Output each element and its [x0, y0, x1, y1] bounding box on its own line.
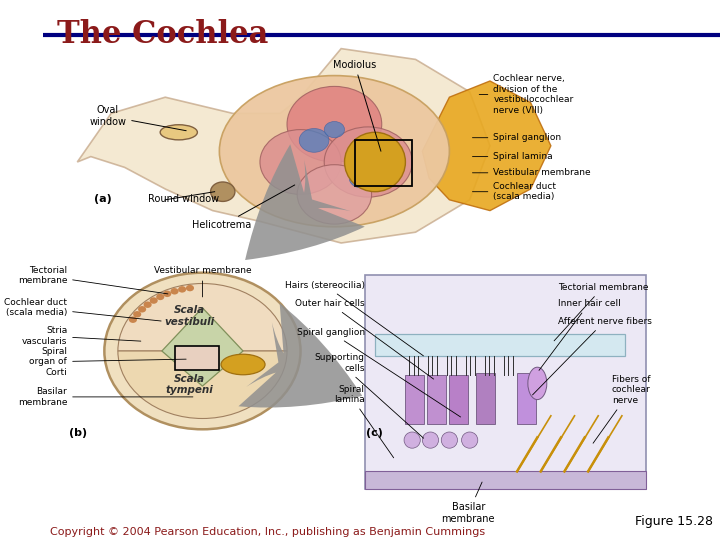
Text: The Cochlea: The Cochlea — [57, 19, 269, 50]
Circle shape — [300, 129, 329, 152]
Text: (b): (b) — [69, 428, 87, 438]
Circle shape — [178, 286, 186, 293]
Text: Round window: Round window — [148, 194, 220, 205]
Ellipse shape — [404, 432, 420, 448]
Text: Copyright © 2004 Pearson Education, Inc., publishing as Benjamin Cummings: Copyright © 2004 Pearson Education, Inc.… — [50, 527, 485, 537]
Ellipse shape — [528, 367, 546, 400]
Text: Cochlear duct
(scala media): Cochlear duct (scala media) — [4, 298, 161, 321]
Ellipse shape — [423, 432, 438, 448]
Bar — [365, 275, 646, 489]
Circle shape — [287, 86, 382, 162]
Bar — [477, 373, 495, 424]
Text: (a): (a) — [94, 194, 112, 205]
Text: Basilar
membrane: Basilar membrane — [18, 387, 193, 407]
Text: Helicotrema: Helicotrema — [192, 185, 294, 231]
Text: Modiolus: Modiolus — [333, 59, 381, 151]
Circle shape — [143, 301, 152, 308]
Text: Outer hair cells: Outer hair cells — [295, 299, 433, 379]
Text: Hairs (stereocilia): Hairs (stereocilia) — [285, 281, 423, 356]
Text: Scala
tympeni: Scala tympeni — [165, 374, 213, 395]
Text: Vestibular membrane: Vestibular membrane — [472, 168, 591, 177]
Circle shape — [349, 168, 374, 188]
Bar — [405, 375, 424, 424]
Text: Inner hair cell: Inner hair cell — [539, 299, 621, 370]
Polygon shape — [423, 81, 551, 211]
Text: Afferent nerve fibers: Afferent nerve fibers — [533, 317, 652, 395]
Bar — [517, 373, 536, 424]
Circle shape — [150, 298, 158, 304]
Text: Spiral lamina: Spiral lamina — [472, 152, 553, 161]
Text: Spiral
lamina: Spiral lamina — [334, 384, 394, 458]
Circle shape — [297, 165, 372, 224]
Circle shape — [133, 311, 141, 318]
Polygon shape — [77, 49, 490, 243]
Circle shape — [260, 130, 341, 194]
Bar — [449, 375, 468, 424]
Text: (c): (c) — [366, 428, 383, 438]
Ellipse shape — [345, 132, 405, 192]
Wedge shape — [118, 351, 287, 418]
Bar — [427, 375, 446, 424]
Text: Figure 15.28: Figure 15.28 — [635, 515, 714, 528]
Circle shape — [104, 273, 300, 429]
Text: Fibers of
cochlear
nerve: Fibers of cochlear nerve — [593, 375, 650, 443]
Ellipse shape — [441, 432, 457, 448]
Text: Tectorial
membrane: Tectorial membrane — [18, 266, 168, 294]
Text: Supporting
cells: Supporting cells — [315, 353, 423, 438]
Circle shape — [186, 285, 194, 291]
Text: Scala
vestibuli: Scala vestibuli — [164, 305, 214, 327]
Text: Oval
window: Oval window — [89, 105, 186, 131]
Circle shape — [129, 316, 137, 323]
Circle shape — [156, 294, 164, 300]
Text: Tectorial membrane: Tectorial membrane — [554, 283, 648, 341]
Bar — [375, 334, 625, 356]
Ellipse shape — [160, 125, 197, 140]
Ellipse shape — [221, 354, 265, 375]
Wedge shape — [118, 284, 287, 351]
Text: Vestibular membrane: Vestibular membrane — [153, 266, 251, 297]
Circle shape — [324, 122, 345, 138]
Text: Spiral ganglion: Spiral ganglion — [297, 328, 461, 417]
FancyArrowPatch shape — [245, 144, 365, 260]
Bar — [365, 471, 646, 489]
Ellipse shape — [462, 432, 478, 448]
Text: Cochlear nerve,
division of the
vestibulocochlear
nerve (VIII): Cochlear nerve, division of the vestibul… — [480, 75, 574, 114]
Text: Stria
vascularis: Stria vascularis — [22, 326, 141, 346]
Circle shape — [210, 182, 235, 201]
FancyArrowPatch shape — [238, 303, 362, 408]
Circle shape — [138, 306, 146, 313]
Text: Cochlear duct
(scala media): Cochlear duct (scala media) — [472, 182, 557, 201]
Text: Spiral ganglion: Spiral ganglion — [472, 133, 562, 142]
Bar — [355, 140, 412, 186]
Circle shape — [324, 127, 412, 197]
Text: Spiral
organ of
Corti: Spiral organ of Corti — [30, 347, 186, 377]
Text: Basilar
membrane: Basilar membrane — [441, 482, 495, 524]
Bar — [176, 346, 220, 370]
Polygon shape — [162, 308, 243, 386]
Ellipse shape — [220, 76, 449, 227]
Circle shape — [171, 288, 179, 294]
Circle shape — [163, 291, 171, 297]
